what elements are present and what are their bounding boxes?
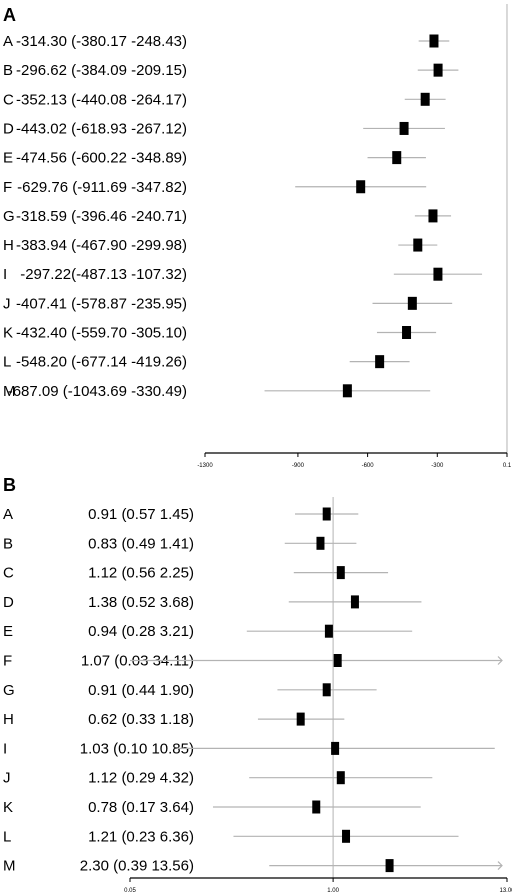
row-label: M (3, 858, 16, 875)
row-estimate-text: 0.94 (0.28 3.21) (88, 623, 194, 640)
point-estimate (428, 209, 438, 223)
row-label: F (3, 653, 12, 670)
row-label: F (3, 179, 12, 196)
point-estimate (336, 566, 345, 580)
point-estimate (336, 771, 345, 785)
point-estimate (413, 238, 423, 252)
row-estimate-text: -443.02 (-618.93 -267.12) (16, 120, 187, 137)
row-estimate-text: 0.83 (0.49 1.41) (88, 535, 194, 552)
row-label: G (3, 682, 15, 699)
row-estimate-text: -318.59 (-396.46 -240.71) (16, 208, 187, 225)
row-estimate-text: -383.94 (-467.90 -299.98) (16, 237, 187, 254)
panel-a: A -1300 -900 -600 -300 0.1 A -314.30 (-380.17 … (3, 4, 512, 469)
row-estimate-text: -352.13 (-440.08 -264.17) (16, 91, 187, 108)
row-estimate-text: -687.09 (-1043.69 -330.49) (8, 383, 187, 400)
row-label: E (3, 150, 13, 167)
x-tick-label: -600 (362, 463, 375, 469)
row-estimate-text: 0.91 (0.57 1.45) (88, 506, 194, 523)
point-estimate (296, 712, 305, 726)
row-label: D (3, 594, 14, 611)
row-estimate-text: 0.91 (0.44 1.90) (88, 682, 194, 699)
row-estimate-text: -407.41 (-578.87 -235.95) (16, 295, 187, 312)
point-estimate (342, 829, 351, 843)
row-label: C (3, 565, 14, 582)
row-label: H (3, 711, 14, 728)
ci-arrow-icon (497, 656, 503, 665)
row-label: L (3, 354, 11, 371)
x-tick-label: 0.1 (503, 463, 512, 469)
row-label: M (3, 383, 16, 400)
row-estimate-text: 2.30 (0.39 13.56) (80, 858, 194, 875)
ci-arrow-icon (497, 861, 503, 871)
row-estimate-text: 1.12 (0.29 4.32) (88, 770, 194, 787)
x-tick-label: -1300 (197, 463, 213, 469)
point-estimate (331, 741, 340, 755)
row-label: A (3, 33, 13, 50)
point-estimate (433, 63, 443, 77)
row-estimate-text: -314.30 (-380.17 -248.43) (16, 33, 187, 50)
point-estimate (316, 536, 325, 550)
row-estimate-text: -432.40 (-559.70 -305.10) (16, 325, 187, 342)
point-estimate (385, 859, 394, 873)
point-estimate (356, 180, 366, 194)
row-estimate-text: 1.38 (0.52 3.68) (88, 594, 194, 611)
point-estimate (350, 595, 359, 609)
row-estimate-text: -548.20 (-677.14 -419.26) (16, 354, 187, 371)
point-estimate (429, 34, 439, 48)
point-estimate (375, 355, 385, 369)
row-label: H (3, 237, 14, 254)
row-label: J (3, 295, 11, 312)
x-tick-label: -300 (431, 463, 444, 469)
row-label: I (3, 266, 7, 283)
row-label: B (3, 62, 13, 79)
row-label: C (3, 91, 14, 108)
point-estimate (324, 624, 333, 638)
point-estimate (333, 654, 342, 667)
point-estimate (407, 296, 417, 310)
row-label: E (3, 623, 13, 640)
point-estimate (399, 121, 409, 135)
x-tick-label: 0.05 (124, 888, 136, 894)
row-estimate-text: 1.21 (0.23 6.36) (88, 828, 194, 845)
point-estimate (392, 151, 402, 165)
row-label: L (3, 828, 11, 845)
row-estimate-text: 1.03 (0.10 10.85) (80, 740, 194, 757)
point-estimate (420, 92, 430, 106)
row-estimate-text: -629.76 (-911.69 -347.82) (17, 179, 187, 196)
row-estimate-text: 1.12 (0.56 2.25) (88, 565, 194, 582)
row-label: I (3, 740, 7, 757)
panel-b-letter: B (3, 475, 16, 495)
point-estimate (402, 326, 412, 339)
row-estimate-text: 0.62 (0.33 1.18) (88, 711, 194, 728)
x-tick-label: 1.00 (327, 888, 339, 894)
row-estimate-text: -296.62 (-384.09 -209.15) (16, 62, 187, 79)
row-label: K (3, 325, 13, 342)
row-label: D (3, 120, 14, 137)
row-estimate-text: -297.22(-487.13 -107.32) (20, 266, 187, 283)
panel-a-letter: A (3, 5, 16, 25)
x-tick-label: -900 (292, 463, 305, 469)
point-estimate (322, 683, 331, 697)
row-label: G (3, 208, 15, 225)
row-estimate-text: -474.56 (-600.22 -348.89) (16, 150, 187, 167)
point-estimate (342, 384, 352, 398)
point-estimate (322, 507, 331, 521)
row-label: J (3, 770, 11, 787)
row-label: A (3, 506, 13, 523)
point-estimate (433, 267, 443, 281)
x-tick-label: 13.00 (499, 888, 512, 894)
row-label: K (3, 799, 13, 816)
row-label: B (3, 535, 13, 552)
point-estimate (312, 800, 321, 814)
row-estimate-text: 0.78 (0.17 3.64) (88, 799, 194, 816)
panel-b: B 0.05 1.00 13.00 A 0.91 (0.57 1.45) B 0.83 (0… (3, 475, 512, 894)
